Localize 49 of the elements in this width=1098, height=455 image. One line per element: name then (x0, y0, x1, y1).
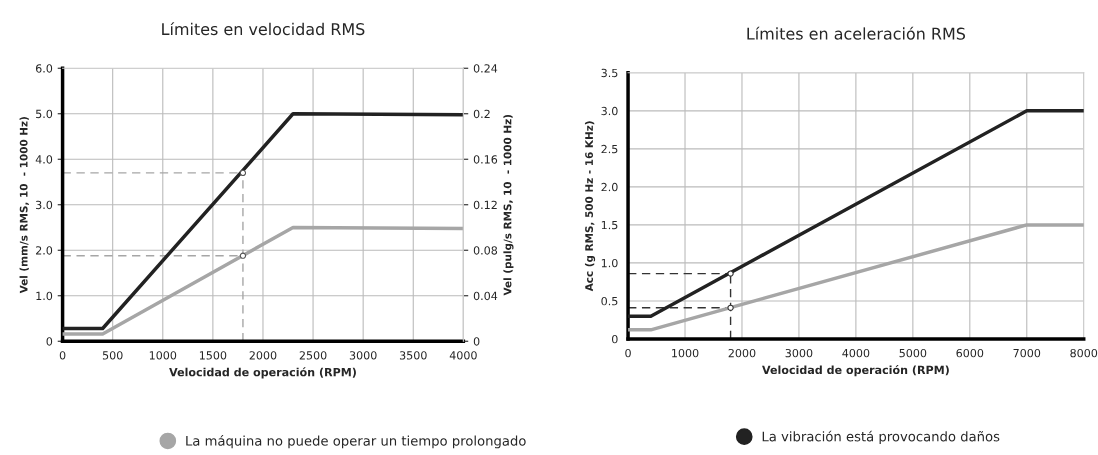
y2-tick-label: 0 (473, 337, 480, 346)
y2-tick-label: 0.2 (473, 109, 490, 119)
y2-tick-label: 0.16 (473, 155, 498, 164)
x-tick-label: 1000 (149, 351, 177, 360)
y-tick-label: 0 (46, 337, 53, 346)
y-tick-label: 3.5 (601, 68, 618, 78)
x-tick-label: 3500 (399, 351, 427, 360)
x-tick-label: 4000 (842, 348, 870, 358)
y-axis-title: Acc (g RMS, 500 Hz - 16 KHz) (584, 121, 596, 292)
y2-tick-label: 0.24 (473, 64, 498, 73)
y2-tick-label: 0.04 (473, 291, 498, 301)
x-tick-label: 1500 (199, 351, 227, 360)
x-tick-label: 500 (102, 351, 123, 360)
y-tick-label: 4.0 (35, 155, 53, 164)
x-tick-label: 5000 (899, 348, 927, 358)
x-tick-label: 6000 (956, 348, 984, 358)
y-axis-title: Vel (mm/s RMS, 10 - 1000 Hz) (19, 117, 29, 294)
x-axis-title: Velocidad de operación (RPM) (169, 367, 356, 379)
y-tick-label: 0 (612, 334, 618, 344)
x-tick-label: 0 (59, 351, 66, 360)
chart-title: Límites en velocidad RMS (162, 22, 365, 36)
y-tick-label: 0.5 (601, 296, 618, 306)
x-tick-label: 2500 (299, 351, 327, 360)
legend-label: La vibración está provocando daños (762, 430, 1000, 444)
x-tick-label: 8000 (1070, 348, 1098, 358)
y-tick-label: 6.0 (35, 64, 53, 73)
chart-title: Límites en aceleración RMS (747, 26, 966, 40)
x-tick-label: 4000 (449, 351, 477, 360)
y-tick-label: 1.5 (601, 221, 618, 230)
y-tick-label: 2.0 (36, 246, 53, 255)
x-tick-label: 3000 (349, 351, 377, 360)
x-tick-label: 3000 (785, 348, 813, 358)
x-tick-label: 2000 (728, 348, 756, 358)
y-tick-label: 2.5 (601, 144, 618, 154)
y-tick-label: 3.0 (601, 106, 618, 116)
x-tick-label: 0 (625, 348, 631, 358)
y-tick-label: 2.0 (601, 182, 618, 192)
y-tick-label: 3.0 (36, 200, 53, 210)
y-tick-label: 1.0 (601, 258, 618, 268)
y2-tick-label: 0.12 (473, 200, 497, 210)
x-axis-title: Velocidad de operación (RPM) (762, 365, 949, 377)
y2-tick-label: 0.08 (473, 246, 498, 255)
x-tick-label: 1000 (672, 348, 699, 358)
y2-axis-title: Vel (pulg/s RMS, 10 - 1000 Hz) (503, 114, 514, 296)
x-tick-label: 7000 (1013, 348, 1041, 358)
y-tick-label: 1.0 (36, 291, 53, 301)
x-tick-label: 2000 (249, 351, 277, 360)
y-tick-label: 5.0 (36, 109, 53, 119)
legend-label: La máquina no puede operar un tiempo prolongado (186, 435, 526, 449)
